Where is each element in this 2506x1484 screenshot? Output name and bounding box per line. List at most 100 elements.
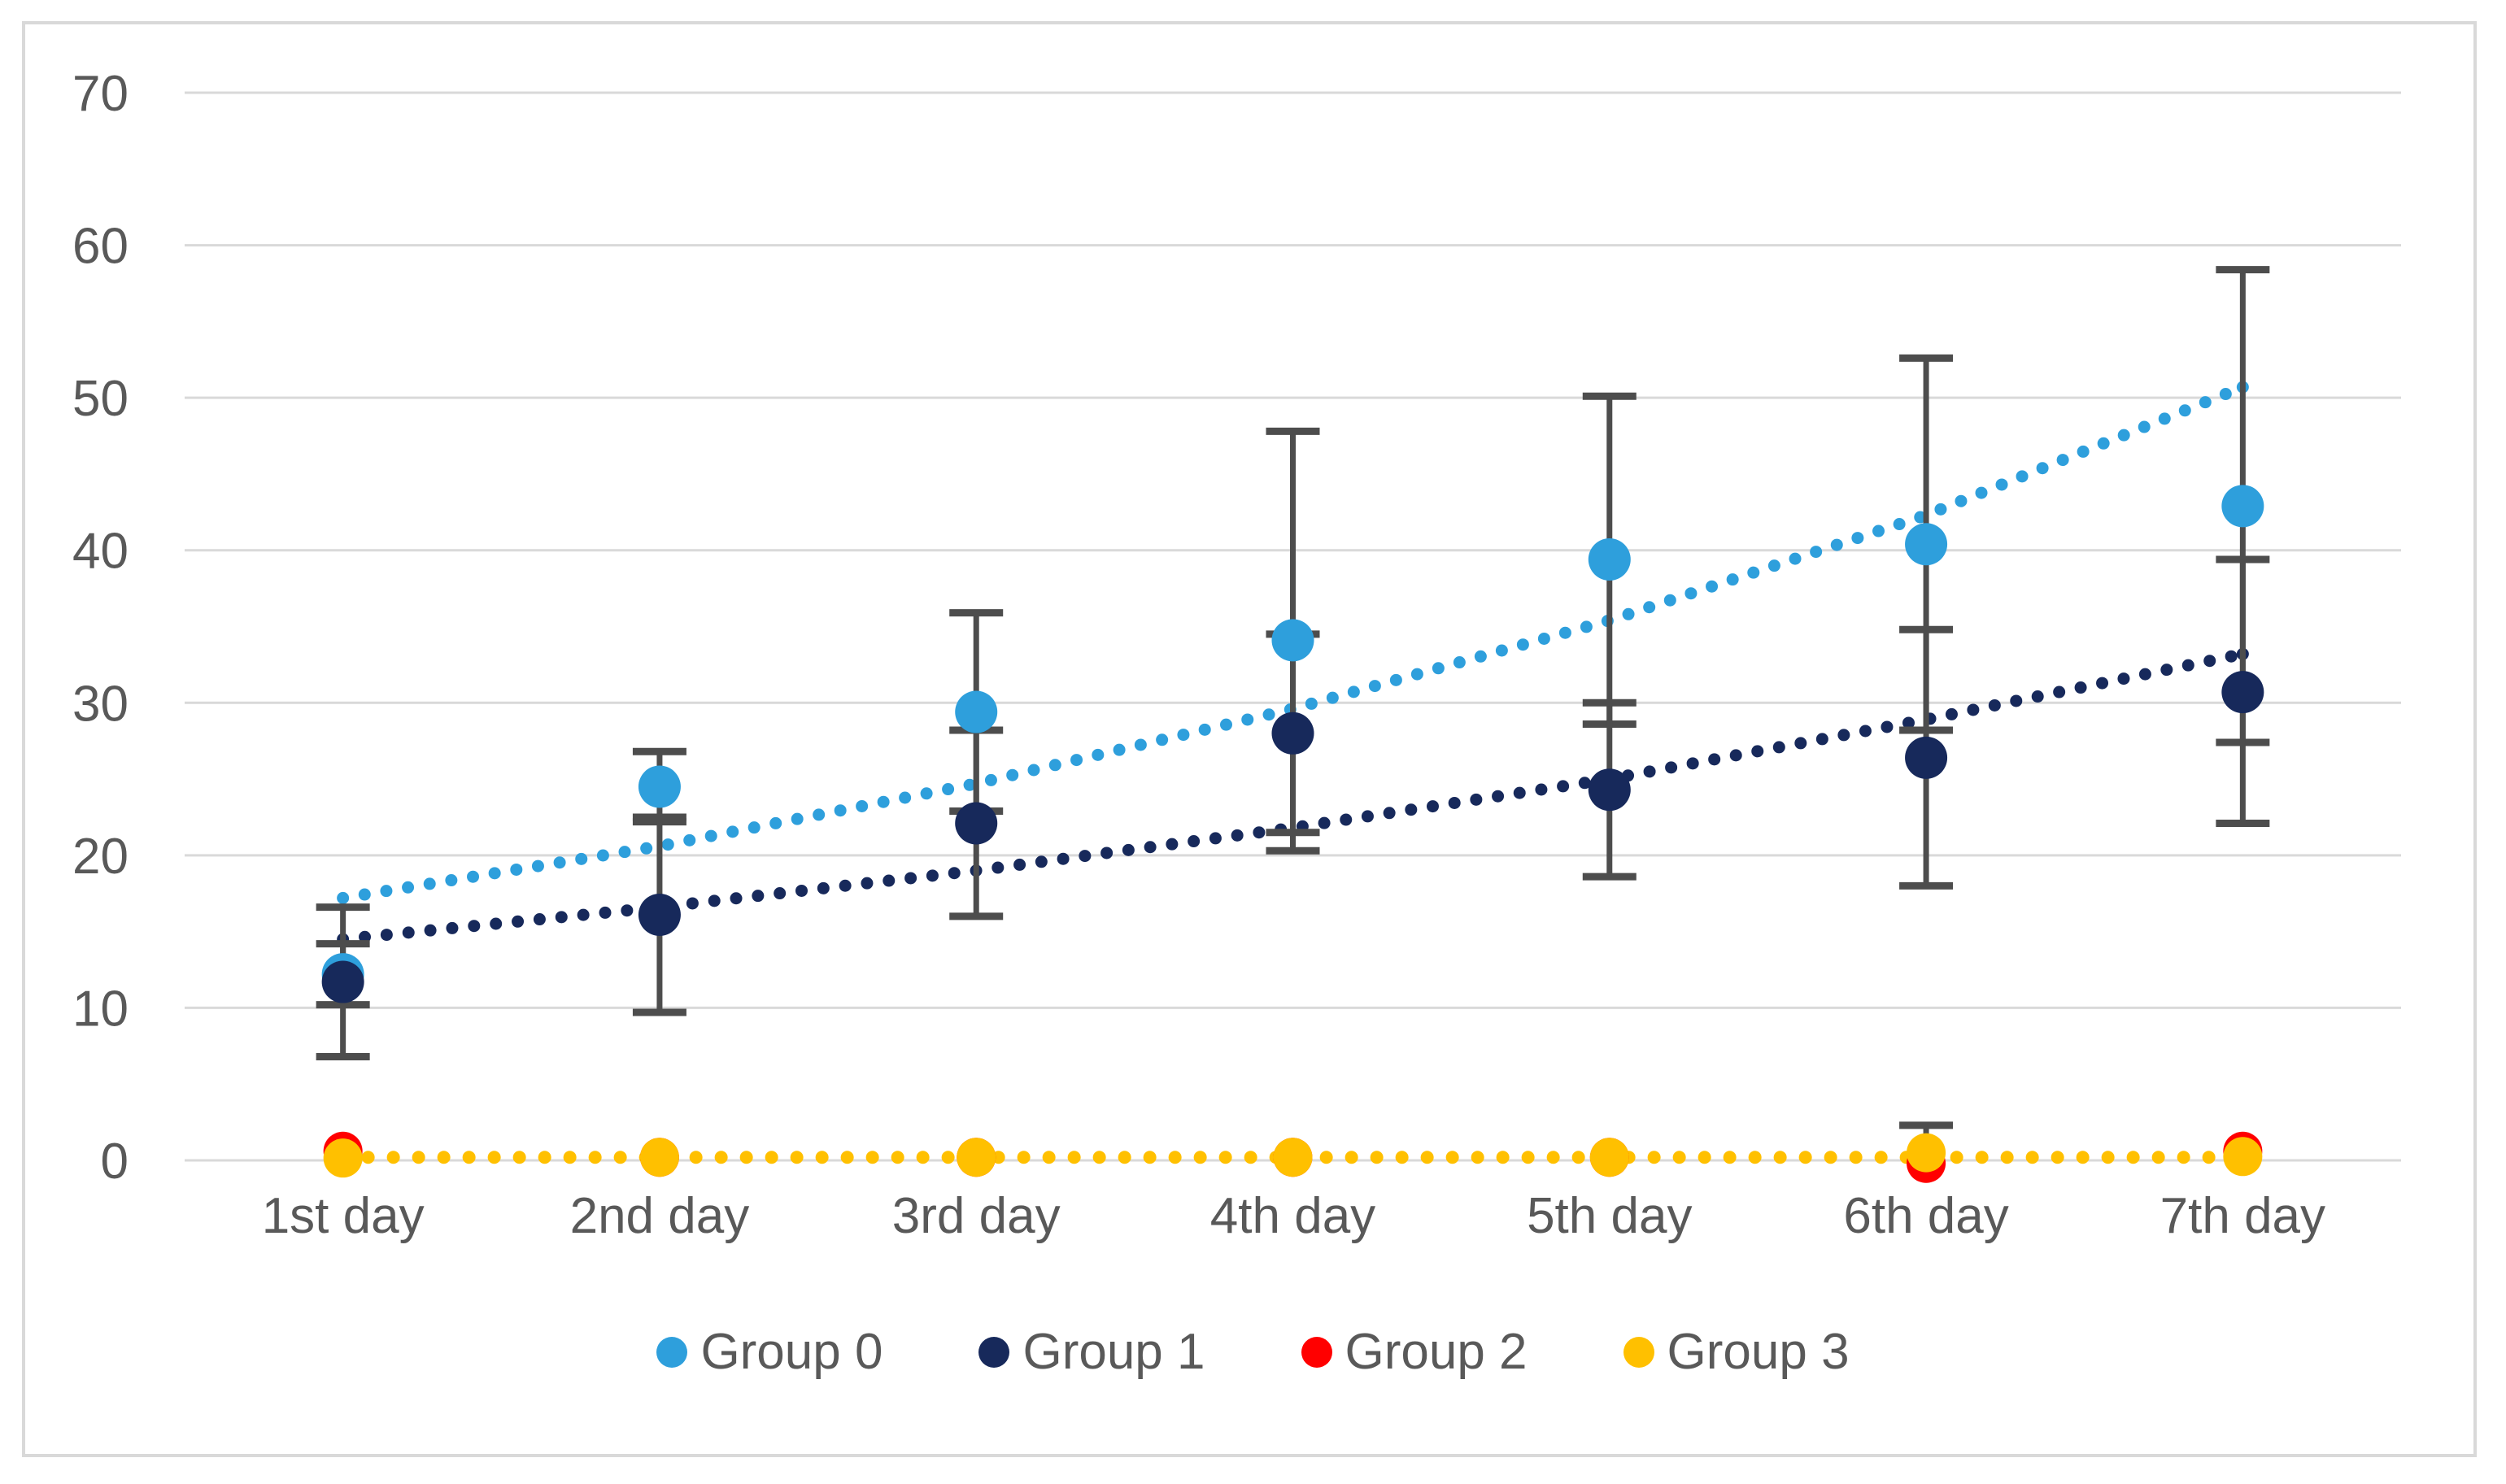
- trend-dot: [1723, 1151, 1737, 1164]
- trend-dot: [1471, 1151, 1484, 1164]
- trend-dot: [490, 917, 503, 930]
- trend-dot: [2138, 668, 2151, 681]
- trend-dot: [1048, 759, 1061, 772]
- trend-dot: [765, 1151, 778, 1164]
- trend-dot: [1955, 494, 1968, 507]
- trendline-group-1: [337, 647, 2249, 946]
- trend-dot: [2151, 1151, 2165, 1164]
- trend-dot: [1410, 668, 1423, 681]
- x-category-label: 6th day: [1843, 1188, 2008, 1244]
- trend-dot: [510, 863, 523, 876]
- trend-dot: [2158, 412, 2171, 425]
- trend-dot: [467, 870, 480, 883]
- data-point-group-0-day5: [1588, 537, 1631, 581]
- trend-dot: [992, 861, 1005, 874]
- trend-dot: [686, 897, 699, 910]
- trend-dot: [2117, 672, 2130, 685]
- trend-dot: [1751, 745, 1764, 758]
- data-point-group-1-day1: [321, 960, 364, 1003]
- trend-dot: [1698, 1151, 1711, 1164]
- trend-dot: [358, 888, 371, 901]
- y-tick-label: 40: [72, 524, 129, 580]
- trend-dot: [1516, 638, 1529, 651]
- data-point-group-3-day3: [957, 1138, 996, 1177]
- trend-dot: [1672, 1151, 1686, 1164]
- trend-dot: [1453, 656, 1466, 669]
- trend-dot: [2199, 396, 2212, 409]
- trend-dot: [856, 799, 869, 812]
- trend-dot: [1368, 680, 1381, 693]
- x-category-label: 1st day: [262, 1188, 425, 1244]
- legend-item-group-2: Group 2: [1301, 1327, 1528, 1377]
- trend-dot: [2117, 429, 2130, 442]
- legend-item-group-0: Group 0: [656, 1327, 883, 1377]
- trend-dot: [1496, 1151, 1510, 1164]
- data-point-group-0-day2: [638, 765, 681, 808]
- trend-dot: [538, 1151, 551, 1164]
- trend-dot: [1975, 1151, 1989, 1164]
- trend-dot: [588, 1151, 602, 1164]
- trend-dot: [1042, 1151, 1056, 1164]
- trend-dot: [1244, 1151, 1257, 1164]
- legend-label: Group 1: [1022, 1324, 1205, 1380]
- trend-dot: [1934, 503, 1947, 516]
- trend-dot: [963, 778, 976, 791]
- trend-dot: [661, 838, 674, 851]
- trend-dot: [2016, 470, 2029, 483]
- trend-dot: [1950, 1151, 1963, 1164]
- trend-dot: [1134, 738, 1147, 751]
- trend-dot: [2077, 445, 2090, 458]
- series-group-3: [323, 1133, 2263, 1178]
- trend-dot: [916, 1151, 930, 1164]
- trend-dot: [1383, 807, 1396, 820]
- trend-dot: [834, 804, 847, 817]
- trend-dot: [621, 904, 634, 917]
- trend-dot: [1177, 729, 1190, 742]
- trend-dot: [2181, 659, 2194, 672]
- trend-dot: [1643, 601, 1656, 614]
- trend-dot: [1027, 764, 1040, 777]
- trend-dot: [1535, 783, 1548, 796]
- trend-dot: [596, 849, 609, 862]
- trend-dot: [1708, 753, 1721, 766]
- trend-dot: [618, 846, 631, 859]
- trend-dot: [1647, 1151, 1661, 1164]
- data-point-group-3-day7: [2223, 1137, 2263, 1177]
- trend-dot: [1686, 757, 1699, 770]
- trend-dot: [337, 891, 350, 904]
- trend-dot: [1427, 800, 1440, 813]
- trend-dot: [1513, 786, 1526, 799]
- trend-dot: [2160, 664, 2173, 677]
- trend-dot: [1706, 580, 1719, 593]
- trend-dot: [1772, 741, 1785, 754]
- trend-dot: [1092, 1151, 1106, 1164]
- trend-dot: [531, 860, 544, 873]
- trend-dot: [683, 833, 696, 846]
- trend-dot: [1079, 850, 1092, 863]
- trend-dot: [613, 1151, 627, 1164]
- trend-dot: [714, 1151, 728, 1164]
- trend-dot: [1156, 733, 1169, 746]
- trend-dot: [891, 1151, 904, 1164]
- data-point-group-3-day4: [1273, 1138, 1313, 1177]
- figure-border: [22, 21, 2477, 1457]
- trend-dot: [1345, 1151, 1358, 1164]
- trend-dot: [2203, 655, 2216, 668]
- trend-dot: [1395, 1151, 1409, 1164]
- trend-dot: [904, 872, 917, 885]
- trend-dot: [1445, 1151, 1459, 1164]
- trend-dot: [1168, 1151, 1182, 1164]
- trend-dot: [1318, 816, 1331, 829]
- x-category-label: 3rd day: [892, 1188, 1061, 1244]
- trend-dot: [2074, 681, 2087, 694]
- trend-dot: [1557, 780, 1570, 793]
- trend-dot: [512, 1151, 526, 1164]
- trend-dot: [402, 926, 415, 939]
- trend-dot: [795, 884, 808, 897]
- trend-dot: [1874, 1151, 1888, 1164]
- trend-dot: [791, 812, 804, 825]
- trend-dot: [1914, 511, 1927, 524]
- data-point-group-1-day2: [638, 894, 681, 937]
- trend-dot: [2202, 1151, 2216, 1164]
